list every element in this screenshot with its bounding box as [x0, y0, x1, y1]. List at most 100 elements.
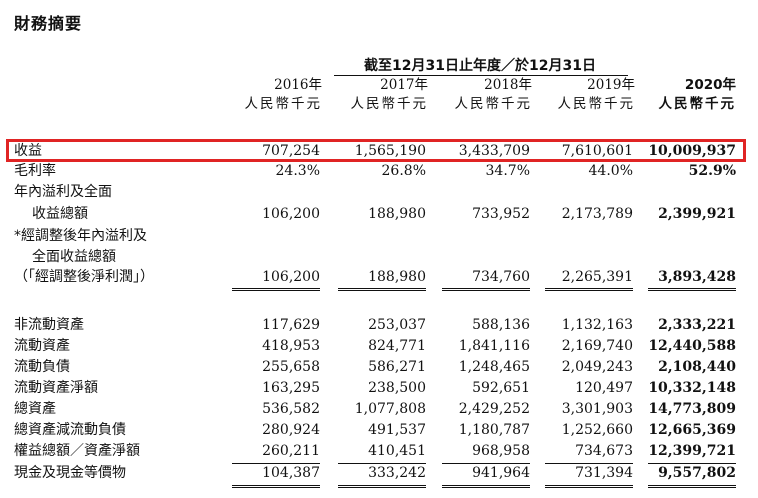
- table-row-total-equity: 權益總額／資產淨額 260,211 410,451 968,958 734,67…: [0, 440, 758, 462]
- cell-2017: 1,565,190: [354, 143, 426, 159]
- cell-2020: 2,399,921: [658, 206, 736, 222]
- cell-2020: 52.9%: [688, 163, 736, 179]
- double-underline: [545, 288, 633, 291]
- column-unit: 人民幣千元: [244, 96, 322, 112]
- cell-2020: 9,557,802: [658, 465, 736, 481]
- table-row-total-assets-less-current-liabilities: 總資產減流動負債 280,924 491,537 1,180,787 1,252…: [0, 419, 758, 441]
- row-label: 權益總額／資產淨額: [14, 443, 140, 459]
- cell-2020: 10,332,148: [648, 380, 736, 396]
- cell-2019: 7,610,601: [561, 143, 633, 159]
- underline: [338, 463, 426, 464]
- cell-2019: 3,301,903: [561, 401, 633, 417]
- cell-2016: 117,629: [262, 317, 320, 333]
- cell-2018: 1,180,787: [458, 422, 530, 438]
- cell-2017: 586,271: [368, 359, 426, 375]
- cell-2019: 44.0%: [588, 163, 633, 179]
- row-label: （「經調整後淨利潤」）: [14, 269, 154, 285]
- cell-2020: 2,108,440: [658, 359, 736, 375]
- row-label: 毛利率: [14, 163, 56, 179]
- double-underline: [338, 485, 426, 488]
- underline: [232, 463, 320, 464]
- table-row-total-assets: 總資產 536,582 1,077,808 2,429,252 3,301,90…: [0, 398, 758, 420]
- cell-2017: 253,037: [368, 317, 426, 333]
- column-header-2016: 2016年 人民幣千元: [212, 76, 323, 114]
- double-underline: [442, 485, 530, 488]
- cell-2019: 1,252,660: [561, 422, 633, 438]
- column-unit: 人民幣千元: [658, 96, 736, 112]
- table-row-non-current-assets: 非流動資產 117,629 253,037 588,136 1,132,163 …: [0, 314, 758, 336]
- row-label: 總資產: [14, 401, 56, 417]
- table-row-current-liabilities: 流動負債 255,658 586,271 1,248,465 2,049,243…: [0, 356, 758, 378]
- cell-2017: 26.8%: [381, 163, 426, 179]
- highlight-box: [6, 139, 746, 162]
- cell-2018: 941,964: [472, 465, 530, 481]
- double-underline: [545, 485, 633, 488]
- row-label: 現金及現金等價物: [14, 465, 126, 481]
- cell-2018: 1,248,465: [458, 359, 530, 375]
- row-label: 流動負債: [14, 359, 70, 375]
- underline: [648, 463, 736, 464]
- cell-2016: 106,200: [262, 269, 320, 285]
- column-year: 2019年: [587, 77, 635, 93]
- row-label: 總資產減流動負債: [14, 422, 126, 438]
- cell-2018: 592,651: [472, 380, 530, 396]
- cell-2017: 188,980: [368, 206, 426, 222]
- cell-2018: 733,952: [472, 206, 530, 222]
- column-year: 2018年: [484, 77, 532, 93]
- cell-2019: 2,049,243: [561, 359, 633, 375]
- cell-2018: 968,958: [472, 443, 530, 459]
- double-underline: [338, 288, 426, 291]
- row-label: 年內溢利及全面: [14, 184, 112, 200]
- cell-2017: 410,451: [368, 443, 426, 459]
- cell-2016: 707,254: [262, 143, 320, 159]
- cell-2016: 255,658: [262, 359, 320, 375]
- row-label: 流動資產淨額: [14, 380, 98, 396]
- table-row-cash-equivalents: 現金及現金等價物 104,387 333,242 941,964 731,394…: [0, 462, 758, 484]
- column-header-2017: 2017年 人民幣千元: [318, 76, 429, 114]
- cell-2016: 536,582: [262, 401, 320, 417]
- cell-2018: 588,136: [472, 317, 530, 333]
- cell-2020: 12,440,588: [648, 338, 736, 354]
- column-unit: 人民幣千元: [350, 96, 428, 112]
- row-label: 全面收益總額: [32, 249, 116, 265]
- double-underline: [648, 288, 736, 291]
- cell-2018: 1,841,116: [458, 338, 530, 354]
- cell-2017: 333,242: [368, 465, 426, 481]
- table-row-adjusted-net-profit: （「經調整後淨利潤」） 106,200 188,980 734,760 2,26…: [0, 266, 758, 288]
- underline: [442, 463, 530, 464]
- period-header-rule: [334, 75, 628, 76]
- table-row-current-assets: 流動資產 418,953 824,771 1,841,116 2,169,740…: [0, 335, 758, 357]
- table-row-profit-label-line1: 年內溢利及全面: [0, 181, 758, 203]
- cell-2016: 280,924: [262, 422, 320, 438]
- cell-2017: 188,980: [368, 269, 426, 285]
- cell-2019: 1,132,163: [561, 317, 633, 333]
- table-row-total-comprehensive-income: 收益總額 106,200 188,980 733,952 2,173,789 2…: [0, 203, 758, 225]
- cell-2016: 24.3%: [275, 163, 320, 179]
- table-row-adjusted-label-line1: *經調整後年內溢利及: [0, 225, 758, 247]
- cell-2017: 824,771: [368, 338, 426, 354]
- row-label: 收益: [14, 143, 42, 159]
- cell-2017: 1,077,808: [354, 401, 426, 417]
- row-label: 收益總額: [32, 206, 88, 222]
- cell-2020: 12,399,721: [648, 443, 736, 459]
- cell-2019: 120,497: [575, 380, 633, 396]
- cell-2017: 491,537: [368, 422, 426, 438]
- table-row-gross-margin: 毛利率 24.3% 26.8% 34.7% 44.0% 52.9%: [0, 160, 758, 182]
- cell-2020: 2,333,221: [658, 317, 736, 333]
- row-label: 非流動資產: [14, 317, 84, 333]
- double-underline: [648, 485, 736, 488]
- column-year: 2016年: [274, 77, 322, 93]
- cell-2020: 3,893,428: [658, 269, 736, 285]
- cell-2019: 731,394: [575, 465, 633, 481]
- cell-2020: 14,773,809: [648, 401, 736, 417]
- cell-2018: 734,760: [472, 269, 530, 285]
- row-label: *經調整後年內溢利及: [14, 228, 147, 244]
- double-underline: [442, 288, 530, 291]
- double-underline: [232, 288, 320, 291]
- underline: [545, 463, 633, 464]
- column-year: 2017年: [380, 77, 428, 93]
- cell-2016: 106,200: [262, 206, 320, 222]
- table-row-net-current-assets: 流動資產淨額 163,295 238,500 592,651 120,497 1…: [0, 377, 758, 399]
- cell-2018: 2,429,252: [458, 401, 530, 417]
